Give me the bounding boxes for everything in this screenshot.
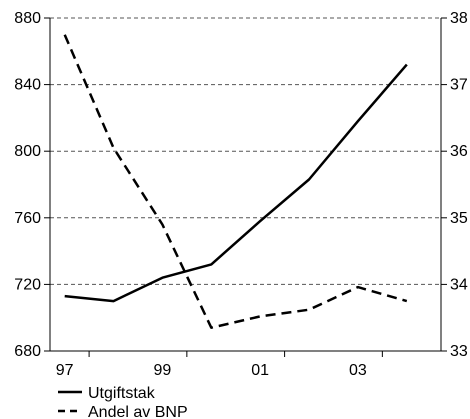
x-tick-label: 97	[56, 362, 74, 379]
legend-label-utgiftstak: Utgiftstak	[88, 385, 156, 402]
y-right-tick-label: 35	[450, 210, 468, 227]
y-right-tick-label: 34	[450, 276, 468, 293]
legend: Utgiftstak Andel av BNP	[58, 385, 188, 419]
series-lines	[63, 34, 408, 329]
y-right-tick-label: 33	[450, 343, 468, 360]
y-left-tick-label: 800	[14, 143, 41, 160]
y-left-tick-label: 720	[14, 276, 41, 293]
x-tick-label: 01	[251, 362, 269, 379]
series-line-andel-av-bnp	[63, 34, 408, 329]
y-left-tick-label: 680	[14, 343, 41, 360]
y-right-tick-label: 36	[450, 143, 468, 160]
axes	[44, 17, 447, 357]
x-tick-label: 03	[349, 362, 367, 379]
y-left-tick-label: 840	[14, 77, 41, 94]
y-left-tick-label: 880	[14, 10, 41, 27]
grid-lines	[50, 17, 441, 285]
y-left-tick-label: 760	[14, 210, 41, 227]
legend-label-andel-av-bnp: Andel av BNP	[88, 404, 188, 419]
tick-labels: 680 720 760 800 840 880 33 34 35 36 37 38 97 99 01 03	[14, 10, 468, 379]
x-tick-label: 99	[154, 362, 172, 379]
y-right-tick-label: 37	[450, 77, 468, 94]
y-right-tick-label: 38	[450, 10, 468, 27]
series-line-utgiftstak	[64, 63, 408, 303]
